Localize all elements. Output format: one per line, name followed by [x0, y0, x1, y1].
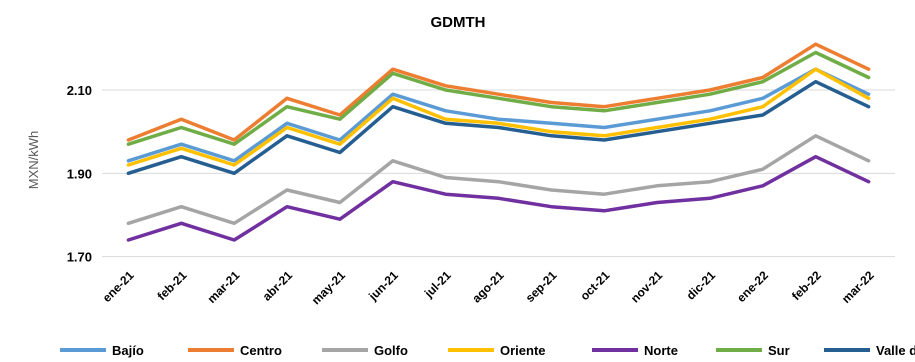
series-line [126, 67, 871, 167]
x-tick-label: abr-21 [260, 268, 296, 304]
x-tick-label: ene-22 [734, 268, 771, 305]
legend: Bajío Centro Golfo Oriente Norte Sur Valle de … [60, 343, 915, 358]
legend-label: Bajío [112, 343, 144, 358]
x-tick-label: mar-22 [839, 268, 877, 306]
x-tick-label: oct-21 [577, 268, 612, 303]
legend-label: Oriente [500, 343, 546, 358]
series-line [126, 42, 871, 142]
legend-label: Sur [768, 343, 790, 358]
legend-label: Centro [240, 343, 282, 358]
x-tick-label: ago-21 [469, 268, 506, 305]
y-tick-label: 2.10 [67, 83, 92, 98]
x-axis-ticks: ene-21 feb-21 mar-21 abr-21 may-21 jun-21 jul-… [100, 268, 877, 307]
x-tick-label: feb-21 [155, 268, 190, 303]
x-tick-label: jun-21 [365, 268, 401, 304]
series-line [126, 79, 871, 176]
y-tick-label: 1.90 [67, 166, 92, 181]
x-tick-label: jul-21 [421, 268, 454, 301]
series-line [126, 154, 871, 242]
x-tick-label: sep-21 [523, 268, 560, 305]
legend-label: Valle de México [876, 343, 915, 358]
y-tick-label: 1.70 [67, 250, 92, 265]
chart-title: GDMTH [431, 14, 486, 31]
x-tick-label: dic-21 [684, 268, 719, 303]
legend-label: Golfo [374, 343, 408, 358]
gridlines [102, 89, 895, 258]
x-tick-label: may-21 [309, 268, 348, 307]
x-tick-label: nov-21 [628, 268, 665, 305]
series-line [126, 50, 871, 146]
series-lines [126, 42, 871, 242]
x-tick-label: feb-22 [789, 268, 824, 303]
legend-label: Norte [644, 343, 678, 358]
x-tick-label: ene-21 [100, 268, 137, 305]
series-line [126, 67, 871, 163]
series-line [126, 134, 871, 226]
x-tick-label: mar-21 [205, 268, 243, 306]
y-axis-label: MXN/kWh [26, 131, 41, 190]
y-axis-ticks: 1.70 1.90 2.10 [67, 83, 92, 265]
